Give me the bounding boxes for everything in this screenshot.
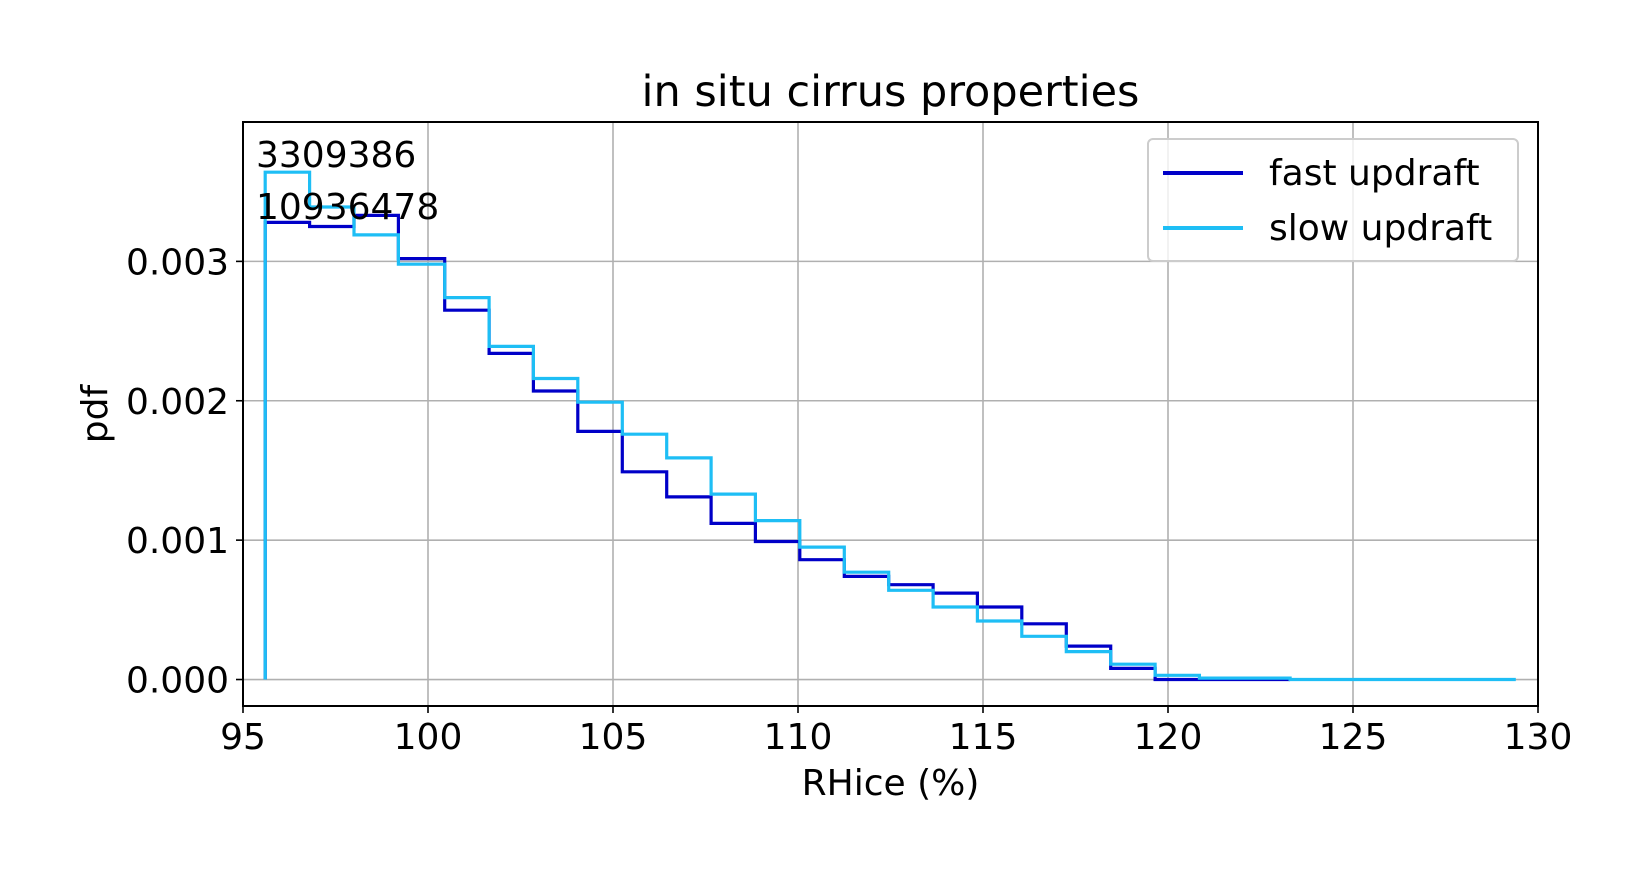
plot-area-frame xyxy=(242,121,1539,707)
y-axis-title: pdf xyxy=(75,383,116,443)
y-axis-ticks: 0.000 0.001 0.002 0.003 xyxy=(126,242,243,702)
y-tick-label: 0.000 xyxy=(126,661,229,702)
series-line-fast-updraft xyxy=(263,213,1291,682)
x-tick-label: 105 xyxy=(579,717,648,758)
legend-label-fast-updraft: fast updraft xyxy=(1269,153,1480,194)
x-tick-label: 95 xyxy=(220,717,266,758)
x-axis-ticks: 95 100 105 110 115 120 125 130 xyxy=(220,706,1572,758)
x-tick-label: 110 xyxy=(764,717,833,758)
x-tick-label: 115 xyxy=(949,717,1018,758)
y-tick-label: 0.002 xyxy=(126,382,229,423)
chart-title: in situ cirrus properties xyxy=(642,67,1140,117)
sample-count-slow: 10936478 xyxy=(256,187,439,228)
sample-count-fast: 3309386 xyxy=(256,135,416,176)
y-tick-label: 0.003 xyxy=(126,242,229,283)
x-tick-label: 125 xyxy=(1319,717,1388,758)
x-tick-label: 100 xyxy=(394,717,463,758)
x-tick-label: 130 xyxy=(1504,717,1573,758)
x-tick-label: 120 xyxy=(1134,717,1203,758)
legend-box xyxy=(1147,138,1519,262)
series-layer xyxy=(263,170,1516,682)
legend-label-slow-updraft: slow updraft xyxy=(1269,208,1492,249)
legend: fast updraft slow updraft xyxy=(1147,138,1519,262)
x-axis-title: RHice (%) xyxy=(802,763,980,804)
y-tick-label: 0.001 xyxy=(126,521,229,562)
series-line-slow-updraft xyxy=(263,170,1516,682)
